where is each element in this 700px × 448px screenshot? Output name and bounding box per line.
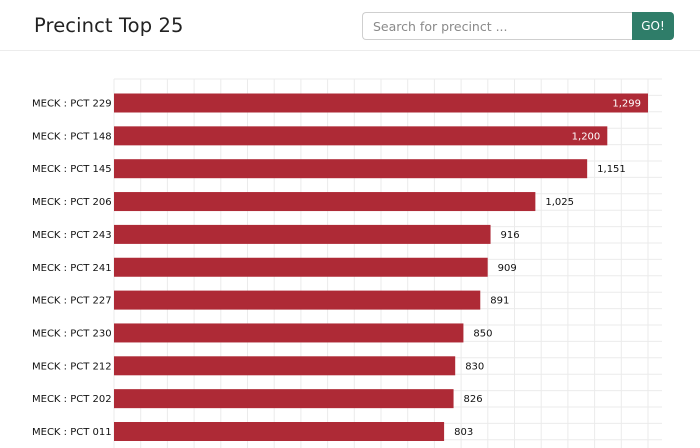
- bar-value-label: 803: [454, 427, 473, 438]
- bar-value-label: 830: [465, 361, 484, 372]
- bar: [114, 422, 445, 441]
- bar-category-label: MECK : PCT 206: [32, 197, 112, 208]
- bar-category-label: MECK : PCT 241: [32, 263, 112, 274]
- bar: [114, 126, 608, 146]
- bar: [114, 257, 488, 277]
- bar-value-label: 916: [501, 230, 520, 241]
- page-title: Precinct Top 25: [34, 14, 184, 37]
- bar: [114, 356, 456, 376]
- bar: [114, 323, 464, 343]
- bar-value-label: 891: [490, 296, 509, 307]
- bar: [114, 93, 648, 113]
- bar-value-label: 1,299: [612, 99, 641, 110]
- bar: [114, 389, 454, 409]
- bar: [114, 224, 491, 244]
- bar: [114, 159, 588, 179]
- bar-category-label: MECK : PCT 011: [32, 427, 112, 438]
- bar: [114, 192, 536, 212]
- bar-category-label: MECK : PCT 227: [32, 296, 112, 307]
- go-button[interactable]: GO!: [632, 12, 674, 40]
- bar-category-label: MECK : PCT 243: [32, 230, 112, 241]
- precinct-search-input[interactable]: [362, 12, 633, 40]
- bar-category-label: MECK : PCT 145: [32, 164, 112, 175]
- precinct-bar-chart: MECK : PCT 229 1,299 MECK : PCT 148 1,200 ME…: [0, 51, 700, 448]
- bar-value-label: 909: [498, 263, 517, 274]
- bar-value-label: 1,151: [597, 164, 626, 175]
- bar-category-label: MECK : PCT 202: [32, 394, 112, 405]
- bar: [114, 290, 481, 310]
- chart-svg: MECK : PCT 229 1,299 MECK : PCT 148 1,200 ME…: [32, 78, 662, 448]
- bar-value-label: 1,025: [545, 197, 574, 208]
- bar-category-label: MECK : PCT 212: [32, 361, 112, 372]
- bar-category-label: MECK : PCT 148: [32, 131, 112, 142]
- bar-category-label: MECK : PCT 229: [32, 99, 112, 110]
- bar-value-label: 826: [464, 394, 483, 405]
- header-bar: Precinct Top 25 GO!: [0, 0, 700, 51]
- bar-value-label: 850: [473, 328, 492, 339]
- bar-value-label: 1,200: [572, 131, 601, 142]
- bar-category-label: MECK : PCT 230: [32, 328, 112, 339]
